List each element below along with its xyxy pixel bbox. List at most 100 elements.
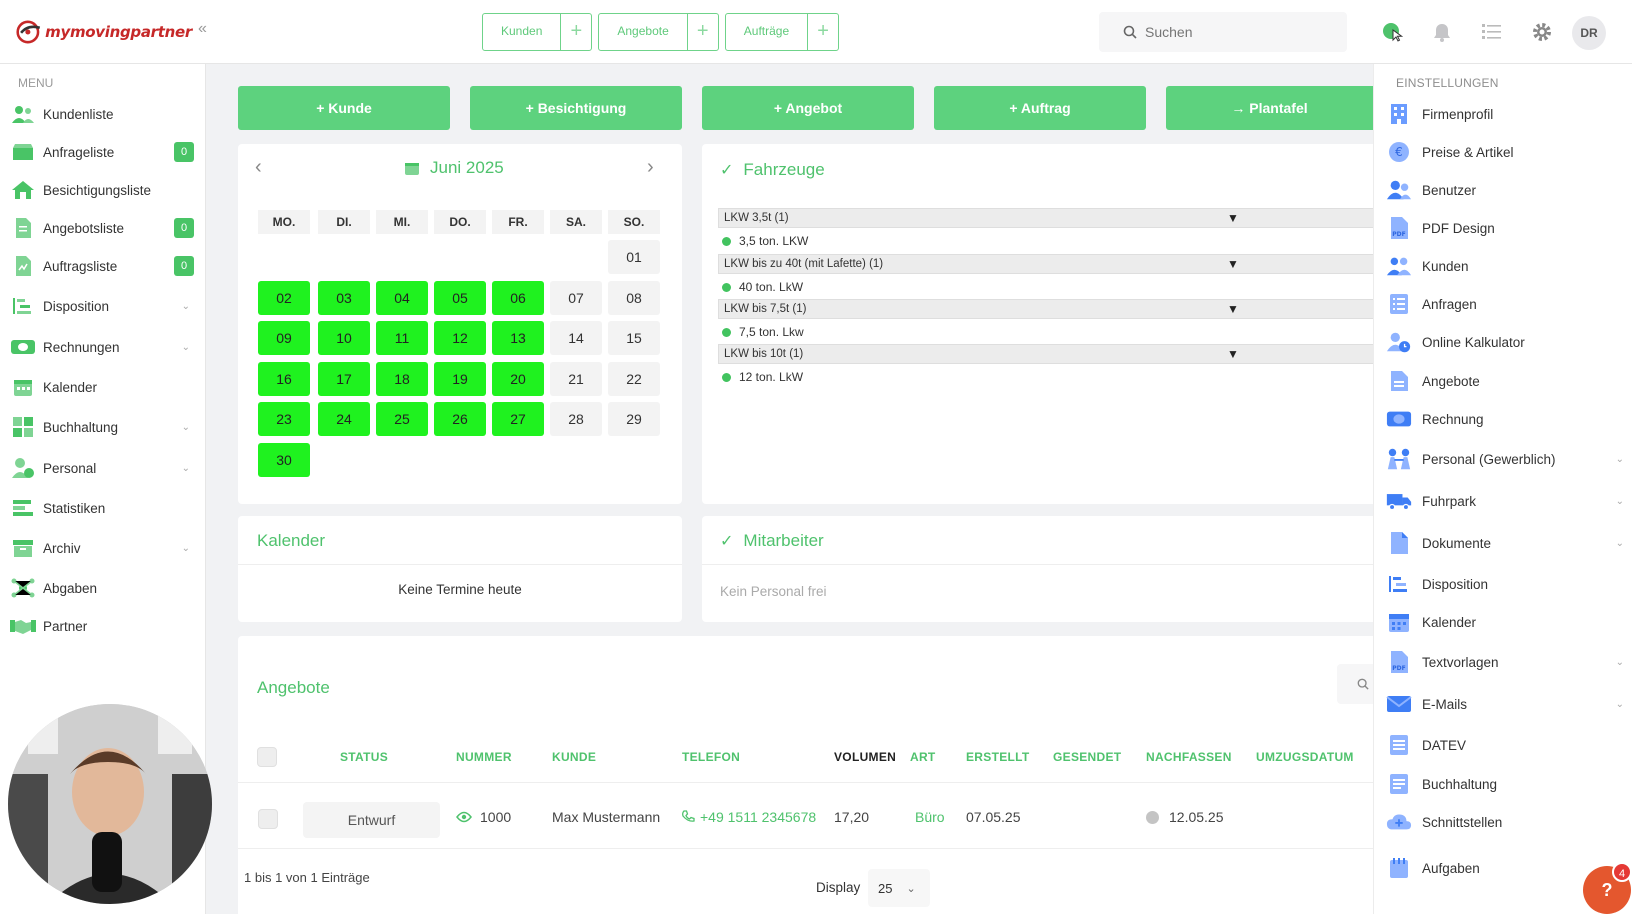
table-search-box[interactable] xyxy=(1337,664,1373,704)
settings-item-fuhrpark[interactable]: Fuhrpark ⌄ xyxy=(1386,486,1626,516)
sidebar-item-abgaben[interactable]: Abgaben xyxy=(10,573,198,603)
sidebar-item-buchhaltung[interactable]: Buchhaltung ⌄ xyxy=(10,412,198,442)
calendar-day[interactable]: 24 xyxy=(318,402,370,436)
calendar-day[interactable]: 03 xyxy=(318,281,370,315)
sidebar-item-personal[interactable]: Personal ⌄ xyxy=(10,453,198,483)
kunde-cell[interactable]: Max Mustermann xyxy=(552,809,661,825)
quick-tab-auftraege-label[interactable]: Aufträge xyxy=(726,14,809,50)
calendar-day[interactable]: 22 xyxy=(608,362,660,396)
calendar-day[interactable]: 11 xyxy=(376,321,428,355)
calendar-day[interactable]: 15 xyxy=(608,321,660,355)
calendar-day[interactable]: 23 xyxy=(258,402,310,436)
plantafel-button[interactable]: → Plantafel xyxy=(1166,86,1373,130)
column-telefon[interactable]: TELEFON xyxy=(682,750,741,764)
settings-item-personal-gewerblich[interactable]: Personal (Gewerblich) ⌄ xyxy=(1386,444,1626,474)
calendar-day[interactable]: 01 xyxy=(608,240,660,274)
settings-item-angebote[interactable]: Angebote xyxy=(1386,366,1626,396)
vehicle-group-row[interactable]: LKW 3,5t (1) ▼ xyxy=(718,208,1374,228)
user-avatar[interactable]: DR xyxy=(1572,16,1606,50)
column-gesendet[interactable]: GESENDET xyxy=(1053,750,1122,764)
calendar-day[interactable]: 28 xyxy=(550,402,602,436)
column-status[interactable]: STATUS xyxy=(340,750,389,764)
page-size-select[interactable]: 25 ⌄ xyxy=(868,869,930,907)
new-auftrag-button[interactable]: + Auftrag xyxy=(934,86,1146,130)
sidebar-item-kalender[interactable]: Kalender xyxy=(10,372,198,402)
column-nummer[interactable]: NUMMER xyxy=(456,750,512,764)
column-volumen[interactable]: VOLUMEN xyxy=(834,750,897,764)
calendar-prev-icon[interactable]: ‹ xyxy=(255,156,262,178)
settings-item-textvorlagen[interactable]: PDF Textvorlagen ⌄ xyxy=(1386,647,1626,677)
settings-item-pdf-design[interactable]: PDF PDF Design xyxy=(1386,213,1626,243)
new-besichtigung-button[interactable]: + Besichtigung xyxy=(470,86,682,130)
vehicle-group-row[interactable]: LKW bis 7,5t (1) ▼ xyxy=(718,299,1374,319)
brand-logo[interactable]: mymovingpartner xyxy=(16,14,192,50)
gear-icon[interactable] xyxy=(1530,20,1554,44)
online-status-icon[interactable] xyxy=(1380,20,1404,44)
calendar-day[interactable]: 27 xyxy=(492,402,544,436)
calendar-day[interactable]: 14 xyxy=(550,321,602,355)
column-kunde[interactable]: KUNDE xyxy=(552,750,597,764)
new-kunde-button[interactable]: + Kunde xyxy=(238,86,450,130)
calendar-day[interactable]: 07 xyxy=(550,281,602,315)
settings-item-anfragen[interactable]: Anfragen xyxy=(1386,289,1626,319)
column-erstellt[interactable]: ERSTELLT xyxy=(966,750,1030,764)
calendar-day[interactable]: 16 xyxy=(258,362,310,396)
sidebar-item-rechnungen[interactable]: Rechnungen ⌄ xyxy=(10,332,198,362)
add-auftrag-plus-icon[interactable]: + xyxy=(817,20,829,42)
settings-item-schnittstellen[interactable]: Schnittstellen xyxy=(1386,807,1626,837)
calendar-day[interactable]: 05 xyxy=(434,281,486,315)
calendar-day[interactable]: 12 xyxy=(434,321,486,355)
settings-item-rechnung[interactable]: Rechnung xyxy=(1386,404,1626,434)
nummer-cell[interactable]: 1000 xyxy=(456,809,511,825)
calendar-day[interactable]: 17 xyxy=(318,362,370,396)
calendar-day[interactable]: 13 xyxy=(492,321,544,355)
sidebar-item-angebotsliste[interactable]: Angebotsliste 0 xyxy=(10,213,198,243)
select-all-checkbox[interactable] xyxy=(257,747,277,767)
calendar-day[interactable]: 08 xyxy=(608,281,660,315)
calendar-day[interactable]: 10 xyxy=(318,321,370,355)
settings-item-datev[interactable]: DATEV xyxy=(1386,730,1626,760)
settings-item-aufgaben[interactable]: Aufgaben xyxy=(1386,853,1626,883)
search-input[interactable] xyxy=(1145,24,1325,40)
notification-bell-icon[interactable] xyxy=(1430,20,1454,44)
calendar-day[interactable]: 04 xyxy=(376,281,428,315)
task-list-icon[interactable] xyxy=(1480,20,1504,44)
quick-tab-angebote-label[interactable]: Angebote xyxy=(599,14,688,50)
calendar-day[interactable]: 19 xyxy=(434,362,486,396)
vehicle-group-row[interactable]: LKW bis 10t (1) ▼ xyxy=(718,344,1374,364)
settings-item-preise-artikel[interactable]: € Preise & Artikel xyxy=(1386,137,1626,167)
vehicle-group-row[interactable]: LKW bis zu 40t (mit Lafette) (1) ▼ xyxy=(718,254,1374,274)
add-kunde-plus-icon[interactable]: + xyxy=(570,20,583,42)
calendar-day[interactable]: 21 xyxy=(550,362,602,396)
settings-item-online-kalkulator[interactable]: Online Kalkulator xyxy=(1386,327,1626,357)
calendar-day[interactable]: 18 xyxy=(376,362,428,396)
column-umzugsdatum[interactable]: UMZUGSDATUM xyxy=(1256,750,1354,764)
row-checkbox[interactable] xyxy=(258,809,278,829)
calendar-day[interactable]: 26 xyxy=(434,402,486,436)
settings-item-e-mails[interactable]: E-Mails ⌄ xyxy=(1386,689,1626,719)
settings-item-firmenprofil[interactable]: Firmenprofil xyxy=(1386,99,1626,129)
settings-item-kalender[interactable]: Kalender xyxy=(1386,607,1626,637)
settings-item-kunden[interactable]: Kunden xyxy=(1386,251,1626,281)
sidebar-item-archiv[interactable]: Archiv ⌄ xyxy=(10,533,198,563)
add-angebot-plus-icon[interactable]: + xyxy=(696,20,709,42)
settings-item-disposition[interactable]: Disposition xyxy=(1386,569,1626,599)
sidebar-item-disposition[interactable]: Disposition ⌄ xyxy=(10,291,198,321)
calendar-next-icon[interactable]: › xyxy=(647,156,654,178)
settings-item-dokumente[interactable]: Dokumente ⌄ xyxy=(1386,528,1626,558)
sidebar-item-statistiken[interactable]: Statistiken xyxy=(10,493,198,523)
sidebar-collapse-icon[interactable]: « xyxy=(198,20,207,37)
calendar-day[interactable]: 09 xyxy=(258,321,310,355)
calendar-day[interactable]: 20 xyxy=(492,362,544,396)
sidebar-item-partner[interactable]: Partner xyxy=(10,611,198,641)
calendar-day[interactable]: 29 xyxy=(608,402,660,436)
sidebar-item-auftragsliste[interactable]: Auftragsliste 0 xyxy=(10,251,198,281)
new-angebot-button[interactable]: + Angebot xyxy=(702,86,914,130)
quick-tab-kunden-label[interactable]: Kunden xyxy=(483,14,562,50)
column-art[interactable]: ART xyxy=(910,750,936,764)
settings-item-buchhaltung[interactable]: Buchhaltung xyxy=(1386,769,1626,799)
calendar-day[interactable]: 25 xyxy=(376,402,428,436)
column-nachfassen[interactable]: NACHFASSEN xyxy=(1146,750,1232,764)
calendar-day[interactable]: 30 xyxy=(258,443,310,477)
sidebar-item-kundenliste[interactable]: Kundenliste xyxy=(10,99,198,129)
